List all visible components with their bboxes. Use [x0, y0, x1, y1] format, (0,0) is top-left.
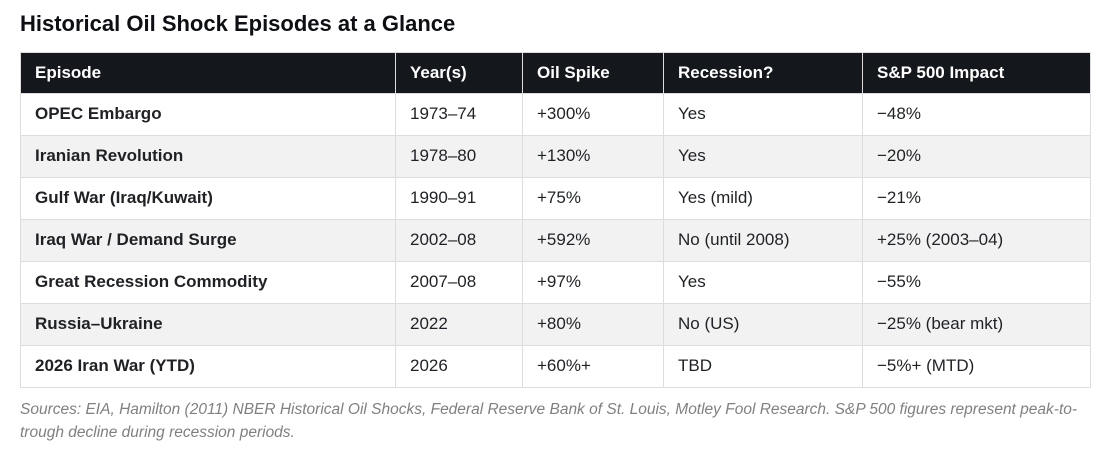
years-cell: 2022 — [395, 303, 523, 347]
recession-cell: Yes — [663, 135, 863, 179]
sp500-impact-cell: −20% — [862, 135, 1091, 179]
table-header: Episode Year(s) Oil Spike Recession? S&P 500… — [20, 52, 1091, 95]
table-row: Iraq War / Demand Surge 2002–08 +592% No (u… — [20, 219, 1091, 263]
sp500-impact-cell: +25% (2003–04) — [862, 219, 1091, 263]
episode-cell: Gulf War (Iraq/Kuwait) — [20, 177, 396, 221]
oil-spike-cell: +300% — [522, 93, 664, 137]
sp500-impact-cell: −25% (bear mkt) — [862, 303, 1091, 347]
recession-cell: Yes (mild) — [663, 177, 863, 221]
table-row: Iranian Revolution 1978–80 +130% Yes −20% — [20, 135, 1091, 179]
episode-cell: Iraq War / Demand Surge — [20, 219, 396, 263]
episode-cell: Russia–Ukraine — [20, 303, 396, 347]
years-cell: 2007–08 — [395, 261, 523, 305]
years-cell: 1990–91 — [395, 177, 523, 221]
page-title: Historical Oil Shock Episodes at a Glanc… — [20, 11, 456, 36]
oil-shock-table: Episode Year(s) Oil Spike Recession? S&P 500… — [20, 52, 1091, 389]
source-footnote: Sources: EIA, Hamilton (2011) NBER Histo… — [20, 401, 1078, 441]
sp500-impact-cell: −21% — [862, 177, 1091, 221]
years-cell: 2002–08 — [395, 219, 523, 263]
sp500-impact-cell: −5%+ (MTD) — [862, 345, 1091, 389]
recession-cell: TBD — [663, 345, 863, 389]
recession-cell: Yes — [663, 261, 863, 305]
sp500-impact-cell: −55% — [862, 261, 1091, 305]
episode-cell: 2026 Iran War (YTD) — [20, 345, 396, 389]
years-cell: 2026 — [395, 345, 523, 389]
oil-spike-cell: +130% — [522, 135, 664, 179]
episode-cell: Iranian Revolution — [20, 135, 396, 179]
recession-cell: No (US) — [663, 303, 863, 347]
oil-spike-cell: +80% — [522, 303, 664, 347]
oil-spike-cell: +592% — [522, 219, 664, 263]
table-row: Great Recession Commodity 2007–08 +97% Yes −… — [20, 261, 1091, 305]
column-header-sp500-impact: S&P 500 Impact — [862, 52, 1091, 95]
column-header-oil-spike: Oil Spike — [522, 52, 664, 95]
table-row: Russia–Ukraine 2022 +80% No (US) −25% (bear … — [20, 303, 1091, 347]
table-row: 2026 Iran War (YTD) 2026 +60%+ TBD −5%+ (MTD… — [20, 345, 1091, 389]
column-header-recession: Recession? — [663, 52, 863, 95]
header-row: Episode Year(s) Oil Spike Recession? S&P 500… — [20, 52, 1091, 95]
table-row: Gulf War (Iraq/Kuwait) 1990–91 +75% Yes (mi… — [20, 177, 1091, 221]
table-body: OPEC Embargo 1973–74 +300% Yes −48% Iranian R… — [20, 93, 1091, 389]
column-header-years: Year(s) — [395, 52, 523, 95]
episode-cell: Great Recession Commodity — [20, 261, 396, 305]
table-row: OPEC Embargo 1973–74 +300% Yes −48% — [20, 93, 1091, 137]
oil-spike-cell: +97% — [522, 261, 664, 305]
years-cell: 1978–80 — [395, 135, 523, 179]
years-cell: 1973–74 — [395, 93, 523, 137]
episode-cell: OPEC Embargo — [20, 93, 396, 137]
column-header-episode: Episode — [20, 52, 396, 95]
recession-cell: Yes — [663, 93, 863, 137]
oil-spike-cell: +60%+ — [522, 345, 664, 389]
sp500-impact-cell: −48% — [862, 93, 1091, 137]
recession-cell: No (until 2008) — [663, 219, 863, 263]
oil-spike-cell: +75% — [522, 177, 664, 221]
